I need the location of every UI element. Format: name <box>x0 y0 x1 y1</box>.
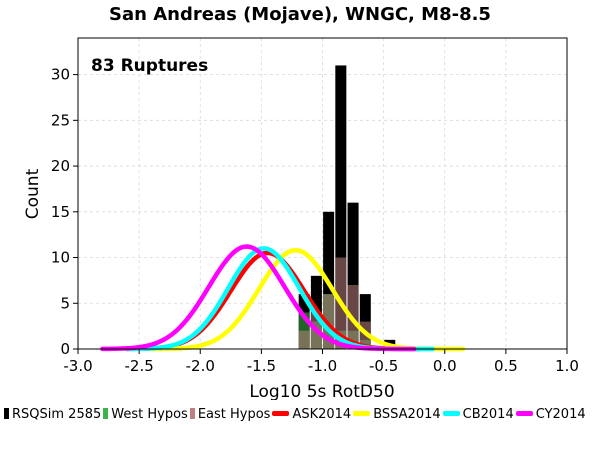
legend-label: CY2014 <box>535 407 586 422</box>
bar-east-hypos <box>298 330 310 349</box>
chart-legend: RSQSim 2585 West Hypos East Hypos ASK2014 BS… <box>4 404 596 426</box>
legend-label: East Hypos <box>197 407 271 422</box>
legend-label: BSSA2014 <box>373 407 441 422</box>
y-tick-label: 10 <box>51 249 70 267</box>
y-tick-label: 0 <box>60 340 70 358</box>
chart-title: San Andreas (Mojave), WNGC, M8-8.5 <box>109 4 491 25</box>
y-tick-label: 15 <box>51 203 70 221</box>
y-tick-label: 30 <box>51 66 70 84</box>
legend-swatch <box>442 411 460 416</box>
x-tick-label: -1.5 <box>247 357 276 375</box>
legend-item-rsqsim-2585: RSQSim 2585 <box>4 404 101 426</box>
x-tick-label: -2.5 <box>124 357 153 375</box>
x-tick-label: 1.0 <box>555 357 579 375</box>
legend-swatch <box>103 408 109 419</box>
bar-rsqsim-2585 <box>347 202 359 349</box>
legend-item-east-hypos: East Hypos <box>189 404 271 426</box>
legend-label: West Hypos <box>111 407 188 422</box>
x-tick-label: 0.5 <box>494 357 518 375</box>
legend-label: CB2014 <box>462 407 514 422</box>
legend-label: ASK2014 <box>292 407 352 422</box>
x-tick-label: 0.0 <box>433 357 457 375</box>
legend-item-bssa2014: BSSA2014 <box>353 404 441 426</box>
y-tick-label: 25 <box>51 111 70 129</box>
model-curves <box>100 244 466 352</box>
curve-cy2014 <box>100 244 417 352</box>
legend-label: RSQSim 2585 <box>12 407 102 422</box>
x-tick-label: -0.5 <box>369 357 398 375</box>
chart-svg: San Andreas (Mojave), WNGC, M8-8.5 -3.0-… <box>23 4 579 400</box>
rupture-count-annotation: 83 Ruptures <box>91 56 208 76</box>
bar-east-hypos <box>323 294 335 349</box>
legend-swatch <box>515 411 533 416</box>
x-tick-label: -3.0 <box>63 357 92 375</box>
axes-layer: -3.0 -2.5 -2.0 -1.5 -1.0 -0.5 0.0 0.5 1.0 0 5 10 15 2… <box>51 66 579 375</box>
legend-swatch <box>353 411 371 416</box>
legend-item-west-hypos: West Hypos <box>103 404 188 426</box>
legend-swatch <box>272 411 290 416</box>
x-axis-label: Log10 5s RotD50 <box>249 382 394 400</box>
legend-swatch <box>4 408 9 419</box>
legend-item-ask2014: ASK2014 <box>272 404 351 426</box>
legend-item-cy2014: CY2014 <box>515 404 586 426</box>
x-tick-label: -1.0 <box>308 357 337 375</box>
legend-swatch <box>189 408 195 419</box>
y-axis-label: Count <box>23 168 43 219</box>
bar-rsqsim-2585 <box>335 65 347 350</box>
legend-item-cb2014: CB2014 <box>442 404 514 426</box>
x-tick-label: -2.0 <box>186 357 215 375</box>
y-tick-label: 20 <box>51 157 70 175</box>
grid-layer <box>77 38 568 350</box>
y-tick-label: 5 <box>60 294 70 312</box>
